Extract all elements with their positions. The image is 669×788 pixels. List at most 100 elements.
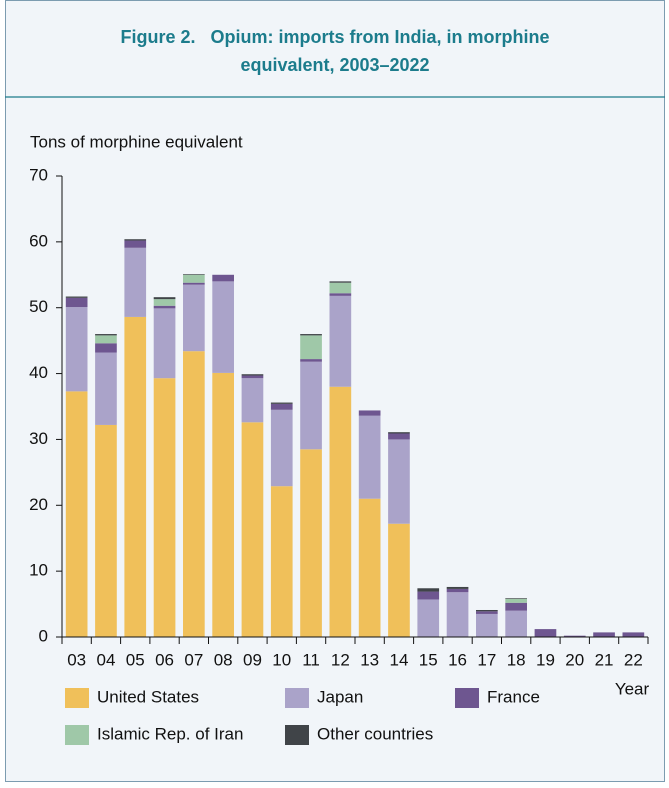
bar-segment — [241, 422, 264, 637]
x-tick-label: 03 — [67, 650, 86, 669]
bar-segment — [183, 282, 205, 285]
bar-segment — [417, 591, 440, 600]
bar-segment — [300, 449, 322, 637]
x-tick-label: 13 — [360, 650, 379, 669]
x-tick-label: 10 — [272, 650, 291, 669]
bar-segment — [388, 523, 410, 637]
bar-segment — [212, 281, 234, 373]
x-tick-label: 12 — [331, 650, 350, 669]
bar-segment — [300, 359, 322, 362]
x-tick-label: 20 — [565, 650, 584, 669]
bar-segment — [95, 343, 117, 353]
x-tick-label: 08 — [214, 650, 233, 669]
bar-segment — [65, 307, 88, 392]
bar-segment — [417, 599, 440, 637]
legend-swatch — [65, 688, 89, 708]
bar-segment — [593, 632, 615, 637]
bar-segment — [124, 239, 147, 241]
x-tick-label: 18 — [507, 650, 526, 669]
x-tick-label: 21 — [595, 650, 614, 669]
x-tick-label: 05 — [126, 650, 145, 669]
x-tick-label: 14 — [389, 650, 408, 669]
bar-segment — [329, 386, 352, 637]
bar-segment — [563, 635, 586, 637]
bar-segment — [270, 403, 293, 410]
bar-segment — [65, 297, 88, 308]
bar-segment — [124, 247, 147, 317]
bar-segment — [446, 588, 469, 593]
bar-segment — [183, 351, 205, 637]
bar-segment — [329, 281, 352, 283]
bar-segment — [505, 602, 527, 611]
bar-segment — [241, 378, 264, 423]
bar-segment — [95, 424, 117, 637]
legend-swatch — [285, 725, 309, 745]
x-tick-label: 04 — [96, 650, 115, 669]
bar-segment — [153, 305, 176, 309]
bar-segment — [153, 308, 176, 379]
x-tick-label: 16 — [448, 650, 467, 669]
bar-segment — [446, 586, 469, 589]
chart-title: Figure 2. Opium: imports from India, in … — [120, 27, 549, 47]
y-tick-label: 0 — [39, 626, 48, 645]
x-tick-label: 19 — [536, 650, 555, 669]
bar-segment — [65, 296, 88, 298]
bar-segment — [329, 293, 352, 296]
bar-segment — [124, 240, 147, 248]
legend-swatch — [455, 688, 479, 708]
y-tick-label: 10 — [29, 561, 48, 580]
bar-segment — [388, 432, 410, 434]
bar-segment — [476, 613, 498, 637]
bar-segment — [505, 610, 527, 637]
bar-segment — [476, 611, 498, 614]
bar-segment — [505, 598, 527, 603]
bar-segment — [622, 632, 645, 637]
x-axis-label: Year — [615, 679, 650, 698]
y-tick-label: 70 — [29, 165, 48, 184]
bar-segment — [358, 410, 381, 416]
legend-label: United States — [97, 687, 199, 706]
bar-segment — [95, 334, 117, 336]
legend-label: Islamic Rep. of Iran — [97, 724, 243, 743]
y-tick-label: 20 — [29, 495, 48, 514]
bar-segment — [329, 282, 352, 294]
x-tick-label: 06 — [155, 650, 174, 669]
bar-segment — [183, 274, 205, 275]
bar-segment — [212, 372, 234, 637]
legend-label: Other countries — [317, 724, 433, 743]
bar-segment — [183, 274, 205, 283]
bar-segment — [270, 409, 293, 487]
bar-segment — [241, 374, 264, 376]
x-tick-label: 11 — [302, 650, 320, 669]
bar-segment — [358, 415, 381, 499]
chart-title: equivalent, 2003–2022 — [240, 55, 429, 75]
bar-segment — [358, 498, 381, 637]
bar-segment — [95, 335, 117, 344]
legend-swatch — [65, 725, 89, 745]
legend-label: France — [487, 687, 540, 706]
x-tick-label: 15 — [419, 650, 438, 669]
bar-segment — [153, 297, 176, 300]
bar-segment — [183, 284, 205, 352]
bar-segment — [417, 588, 440, 592]
bar-segment — [212, 274, 234, 282]
x-tick-label: 17 — [477, 650, 496, 669]
legend-label: Japan — [317, 687, 363, 706]
bar-segment — [300, 335, 322, 360]
bar-segment — [95, 352, 117, 425]
legend-swatch — [285, 688, 309, 708]
y-tick-label: 60 — [29, 231, 48, 250]
bar-segment — [153, 299, 176, 306]
bar-segment — [446, 592, 469, 637]
bar-segment — [300, 334, 322, 336]
y-tick-label: 30 — [29, 429, 48, 448]
x-tick-label: 07 — [184, 650, 203, 669]
bar-segment — [505, 598, 527, 599]
bar-segment — [534, 629, 557, 637]
bar-segment — [153, 378, 176, 637]
bar-segment — [241, 375, 264, 379]
y-tick-label: 50 — [29, 297, 48, 316]
bar-segment — [124, 316, 147, 637]
bar-segment — [329, 295, 352, 387]
